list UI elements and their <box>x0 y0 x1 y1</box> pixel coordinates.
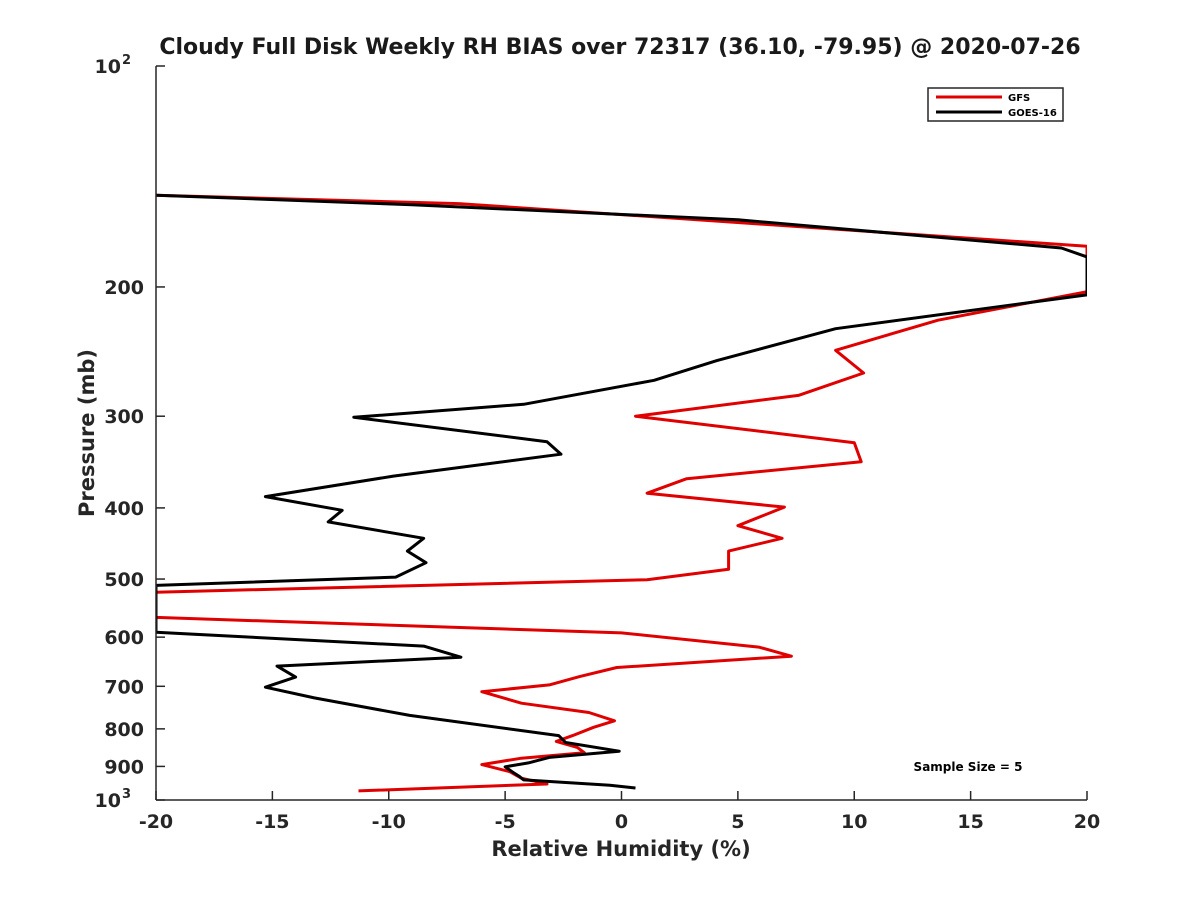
legend-box <box>927 87 1064 122</box>
x-tick-label: -15 <box>255 811 289 833</box>
x-tick-label: -5 <box>495 811 516 833</box>
series-line-gfs <box>156 193 1087 793</box>
x-tick-label: -20 <box>139 811 173 833</box>
y-tick-label-base: 10 <box>95 790 121 812</box>
y-tick-label: 900 <box>104 756 144 778</box>
series-layer <box>156 193 1087 793</box>
x-tick-label: 0 <box>615 811 628 833</box>
legend: GFS GOES-16 <box>927 87 1064 122</box>
chart-title: Cloudy Full Disk Weekly RH BIAS over 723… <box>159 35 1080 60</box>
x-tick-label: -10 <box>372 811 406 833</box>
y-tick-label: 400 <box>104 498 144 520</box>
y-axis-label: Pressure (mb) <box>75 349 99 517</box>
x-tick-layer: -20 -15 -10 -5 0 5 10 15 20 <box>139 791 1100 833</box>
y-tick-label: 300 <box>104 406 144 428</box>
legend-label-goes-16: GOES-16 <box>1008 108 1057 119</box>
y-tick-label-exponent: 3 <box>122 787 131 802</box>
x-tick-label: 5 <box>731 811 744 833</box>
legend-label-gfs: GFS <box>1008 93 1030 104</box>
y-tick-label: 500 <box>104 569 144 591</box>
y-tick-label-base: 10 <box>95 56 121 78</box>
x-axis-label: Relative Humidity (%) <box>491 837 750 861</box>
x-tick-label: 20 <box>1074 811 1100 833</box>
x-tick-label: 15 <box>957 811 983 833</box>
y-tick-label: 700 <box>104 676 144 698</box>
y-tick-label-exponent: 2 <box>122 53 131 68</box>
x-tick-label: 10 <box>841 811 867 833</box>
series-line-goes-16 <box>156 193 1087 790</box>
plot-area: -20 -15 -10 -5 0 5 10 15 20 10 220030040050060070… <box>95 53 1101 833</box>
y-tick-label: 10 2 <box>95 53 132 78</box>
y-tick-label: 200 <box>104 277 144 299</box>
y-tick-label: 600 <box>104 627 144 649</box>
y-tick-label: 10 3 <box>95 787 132 812</box>
sample-size-annotation: Sample Size = 5 <box>914 760 1023 774</box>
y-tick-label: 800 <box>104 719 144 741</box>
